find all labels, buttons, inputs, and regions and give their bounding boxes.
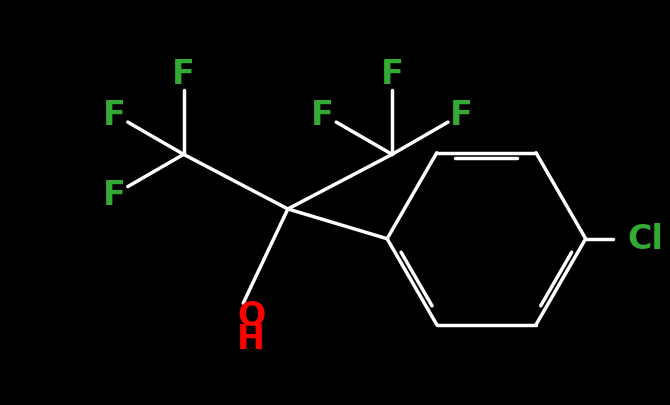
- Text: Cl: Cl: [627, 223, 663, 256]
- Text: F: F: [172, 58, 195, 91]
- Text: F: F: [103, 179, 125, 211]
- Text: F: F: [450, 98, 473, 131]
- Text: H: H: [237, 323, 265, 356]
- Text: F: F: [381, 58, 403, 91]
- Text: O: O: [237, 299, 265, 332]
- Text: F: F: [311, 98, 334, 131]
- Text: F: F: [103, 98, 125, 131]
